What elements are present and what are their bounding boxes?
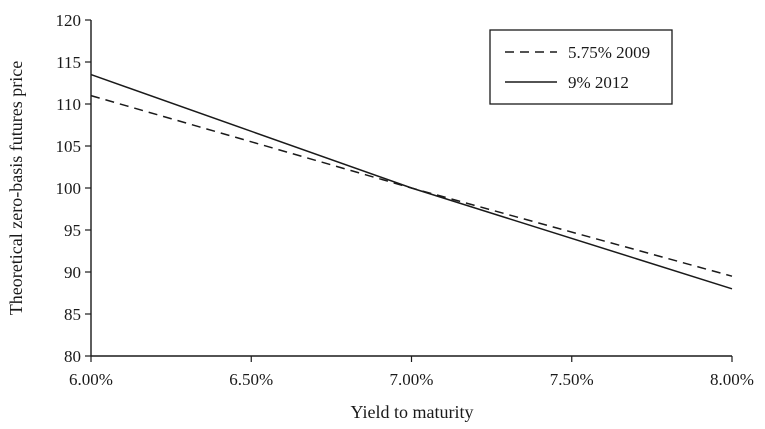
x-tick-label: 7.00% <box>390 370 434 389</box>
y-tick-label: 105 <box>56 137 82 156</box>
y-tick-label: 100 <box>56 179 82 198</box>
y-tick-label: 95 <box>64 221 81 240</box>
x-tick-label: 8.00% <box>710 370 754 389</box>
x-tick-label: 6.50% <box>229 370 273 389</box>
legend-box <box>489 29 673 105</box>
series-line-1 <box>90 94 733 277</box>
legend-label-series-1: 5.75% 2009 <box>568 43 650 62</box>
y-tick-label: 110 <box>56 95 81 114</box>
y-tick-label: 80 <box>64 347 81 366</box>
y-tick-label: 120 <box>56 11 82 30</box>
legend: 5.75% 2009 9% 2012 <box>489 29 673 105</box>
x-tick-label: 6.00% <box>69 370 113 389</box>
legend-label-series-2: 9% 2012 <box>568 73 629 92</box>
y-tick-label: 115 <box>56 53 81 72</box>
y-axis-title: Theoretical zero-basis futures price <box>6 61 26 315</box>
y-tick-label: 85 <box>64 305 81 324</box>
series-line-2 <box>90 73 733 290</box>
series-lines <box>90 73 733 290</box>
ticks: 80 85 90 95 100 105 110 115 120 6.00% 6.50% 7.00% 7.… <box>56 11 754 389</box>
y-tick-label: 90 <box>64 263 81 282</box>
x-axis-title: Yield to maturity <box>351 402 474 422</box>
x-tick-label: 7.50% <box>550 370 594 389</box>
